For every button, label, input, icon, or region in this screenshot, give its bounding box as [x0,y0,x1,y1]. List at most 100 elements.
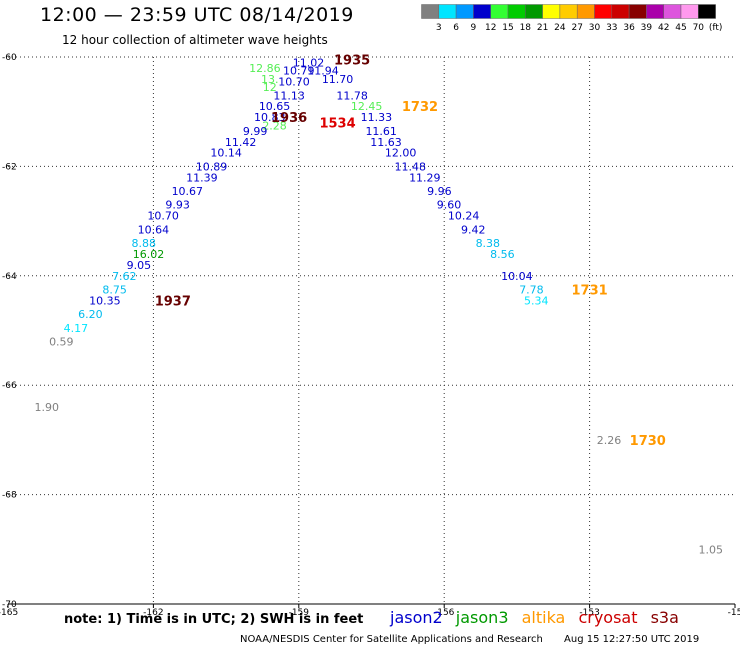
swh-data-point: 11.29 [409,171,441,184]
swh-data-point: 11.02 [293,56,325,69]
x-tick-label: -156 [434,608,455,618]
y-tick-label: -64 [2,272,17,282]
swh-data-point: 2.28 [262,119,287,132]
swh-data-point: 10.64 [138,223,170,236]
swh-data-point: 10.83 [254,111,286,124]
swh-data-point: 9.96 [427,185,452,198]
swh-data-point: 11.33 [361,111,393,124]
y-tick-label: -68 [2,491,17,501]
swh-data-point: 10.79 [283,65,315,78]
page-subtitle: 12 hour collection of altimeter wave hei… [62,33,328,47]
scale-label: 27 [571,23,582,33]
credit-line: NOAA/NESDIS Center for Satellite Applica… [240,634,699,645]
swh-data-point: 11.13 [273,89,305,102]
swh-data-point: 5.34 [524,294,549,307]
swh-data-point: 8.75 [102,283,127,296]
pass-time-label: 1731 [572,283,608,298]
pass-time-label: 1936 [271,111,307,126]
swh-data-point: 10.14 [210,147,242,160]
swh-data-point: 13. [261,73,279,86]
swh-data-point: 12 [263,81,277,94]
units-note: note: 1) Time is in UTC; 2) SWH is in fe… [64,612,364,627]
generated-timestamp: Aug 15 12:27:50 UTC 2019 [564,634,700,645]
swh-data-point: 10.65 [259,100,291,113]
pass-time-label: 1937 [155,294,191,309]
satellite-altika: altika [521,608,566,627]
scale-label: 36 [623,23,635,33]
swh-data-point: 0.59 [49,335,74,348]
x-tick-label: -159 [289,608,310,618]
swh-data-point: 9.05 [127,259,152,272]
swh-data-point: 10.89 [196,160,228,173]
y-tick-label: -66 [2,381,17,391]
swh-data-point: 12.45 [351,100,383,113]
swh-data-point: 10.04 [501,270,533,283]
x-tick-label: -162 [143,608,163,618]
swh-data-point: 7.62 [112,270,137,283]
scale-label: 12 [485,23,496,33]
swh-data-point: 9.42 [461,223,486,236]
pass-time-label: 1730 [630,434,666,449]
scale-label: (ft) [709,23,723,33]
x-tick-label: -15 [728,608,740,618]
scale-label: 3 [436,23,442,33]
scale-label: 30 [589,23,601,33]
swh-data-point: 10.70 [147,210,179,223]
color-scale-legend: 3 6 9 12 15 18 21 24 27 30 33 36 39 42 45 70 (ft) [421,4,723,33]
scale-label: 6 [453,23,459,33]
scale-label: 21 [537,23,548,33]
y-tick-label: -60 [2,53,17,63]
x-tick-label: -153 [579,608,599,618]
swh-data-point: 16.02 [133,248,165,261]
scale-label: 45 [675,23,686,33]
x-tick-label: -165 [0,608,18,618]
swh-data-point: 10.70 [278,76,310,89]
satellite-s3a: s3a [650,608,679,627]
swh-data-point: 8.88 [131,237,156,250]
swh-data-point: 7.78 [519,283,544,296]
swh-data-point: 1.90 [35,401,60,414]
scale-label: 39 [641,23,653,33]
swh-data-point: 11.78 [336,89,368,102]
swh-data-point: 6.20 [78,308,103,321]
scale-label: 24 [554,23,566,33]
swh-data-point: 8.56 [490,248,515,261]
pass-time-label: 1534 [319,117,355,132]
y-tick-label: -62 [2,162,17,172]
scale-label: 18 [520,23,532,33]
satellite-cryosat: cryosat [578,608,638,627]
swh-data-point: 2.26 [597,434,622,447]
satellite-jason3: jason3 [455,608,509,627]
pass-time-label: 1935 [334,54,370,69]
scale-label: 9 [471,23,477,33]
swh-data-point: 12.86 [249,62,281,75]
scale-label: 15 [502,23,513,33]
scale-label: 42 [658,23,669,33]
credit-text: NOAA/NESDIS Center for Satellite Applica… [240,634,543,645]
swh-data-point: 10.35 [89,294,121,307]
scale-swatch [698,4,716,19]
pass-time-label: 1732 [402,100,438,115]
scale-label: 70 [693,23,705,33]
swh-data-point: 11.94 [307,65,339,78]
swh-data-point: 11.39 [186,171,218,184]
swh-data-point: 11.63 [370,136,402,149]
swh-data-point: 10.67 [172,185,204,198]
swh-data-point: 11.48 [395,160,427,173]
page-title: 12:00 — 23:59 UTC 08/14/2019 [40,4,354,26]
swh-data-point: 4.17 [64,322,89,335]
swh-data-point: 12.00 [385,147,417,160]
satellite-jason2: jason2 [390,608,443,627]
swh-data-point: 8.38 [476,237,501,250]
swh-data-point: 9.99 [243,125,268,138]
y-tick-label: -70 [2,600,17,610]
scale-label: 33 [606,23,617,33]
swh-data-point: 11.42 [225,136,257,149]
swh-data-point: 9.93 [165,199,190,212]
swh-data-point: 11.61 [365,125,397,138]
swh-data-point: 10.24 [448,210,480,223]
swh-data-point: 9.60 [437,199,462,212]
satellite-legend: jason2 jason3 altika cryosat s3a [390,608,687,627]
swh-data-point: 1.05 [699,543,724,556]
